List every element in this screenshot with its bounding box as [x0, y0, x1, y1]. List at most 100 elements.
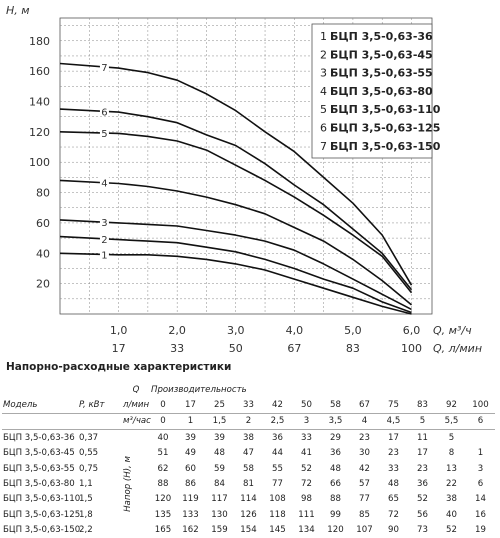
- y-tick-label: 140: [29, 95, 50, 108]
- m3h-value: 4,5: [379, 413, 408, 431]
- table-row: БЦП 3,5-0,63-150 2,2 165 162 159 154 145 134 120…: [2, 523, 500, 538]
- lmin-value: 75: [379, 397, 408, 414]
- head-value: 51: [157, 448, 169, 459]
- curve-1: [59, 252, 412, 315]
- unit-m3h: м³/час: [122, 413, 151, 431]
- head-value: 56: [417, 509, 428, 520]
- y-tick-label: 80: [36, 187, 50, 200]
- m3h-value: 2,5: [263, 413, 292, 431]
- legend-entry: БЦП 3,5-0,63-110: [330, 103, 441, 116]
- x-tick-label-lmin: 33: [170, 342, 184, 355]
- curve-label-1: 1: [101, 250, 107, 261]
- lmin-value: 17: [176, 397, 205, 414]
- table-row: БЦП 3,5-0,63-110 1,5 120 119 117 114 108 98 88 77…: [2, 492, 500, 507]
- head-value: [466, 430, 495, 446]
- legend-number: 4: [320, 85, 327, 98]
- lmin-value: 92: [437, 397, 466, 414]
- head-value: 17: [388, 432, 399, 443]
- head-value: 52: [446, 525, 457, 536]
- table-row: БЦП 3,5-0,63-45 0,55 51 49 48 47 44 41 36 30 23 17 8…: [2, 446, 500, 461]
- power-value: 2,2: [79, 525, 93, 536]
- curve-label-bg: [99, 176, 109, 188]
- m3h-value: 3,5: [321, 413, 350, 431]
- head-label: Напор (H), м: [123, 456, 133, 512]
- head-value: 5: [448, 432, 455, 443]
- y-tick-label: 20: [36, 278, 50, 291]
- head-value: 38: [446, 494, 457, 505]
- legend-number: 1: [320, 30, 327, 43]
- head-value: 23: [388, 448, 399, 459]
- power-value: 0,75: [79, 463, 99, 474]
- head-value: 6: [477, 479, 484, 490]
- q-label: Q: [132, 384, 140, 395]
- model-name: БЦП 3,5-0,63-110: [3, 494, 81, 505]
- y-axis-label: H, м: [6, 4, 30, 17]
- lmin-value: 67: [350, 397, 379, 414]
- head-value: 133: [182, 509, 199, 520]
- head-value: 60: [185, 463, 196, 474]
- chart-legend: 1 БЦП 3,5-0,63-362 БЦП 3,5-0,63-453 БЦП 3,5…: [311, 23, 441, 159]
- head-value: 19: [475, 525, 486, 536]
- power-value: 0,37: [79, 432, 99, 443]
- head-value: 88: [330, 494, 341, 505]
- blank-cell: [2, 382, 78, 397]
- head-value: 40: [446, 509, 457, 520]
- model-name: БЦП 3,5-0,63-45: [3, 448, 75, 459]
- head-value: 120: [154, 494, 172, 505]
- head-value: 119: [182, 494, 199, 505]
- head-value: 33: [388, 463, 399, 474]
- blank-cell: [2, 413, 78, 431]
- curve-2: [59, 235, 412, 314]
- chart-grid: [59, 17, 433, 315]
- power-value: 1,8: [79, 509, 93, 520]
- model-name: БЦП 3,5-0,63-55: [3, 463, 75, 474]
- y-tick-label: 180: [29, 35, 50, 48]
- head-value: 48: [330, 463, 341, 474]
- head-value: 90: [388, 525, 399, 536]
- head-value: 16: [475, 509, 486, 520]
- m3h-value: 6: [466, 413, 495, 431]
- curve-3: [59, 219, 412, 311]
- head-value: 22: [446, 479, 457, 490]
- head-value: 52: [417, 494, 428, 505]
- head-value: 111: [298, 509, 315, 520]
- head-value: 77: [272, 479, 283, 490]
- head-value: 145: [269, 525, 286, 536]
- head-value: 38: [243, 432, 254, 443]
- curve-label-bg: [99, 216, 109, 228]
- head-value: 159: [211, 525, 228, 536]
- y-tick-labels: 20 40 60 80 100 120 140 160 180: [29, 35, 50, 291]
- head-value: 36: [330, 448, 341, 459]
- lmin-value: 0: [150, 397, 176, 414]
- x-tick-label-m3h: 6,0: [403, 324, 421, 337]
- head-value: 134: [298, 525, 315, 536]
- head-value: 40: [157, 432, 169, 443]
- m3h-value: 5: [408, 413, 437, 431]
- x-tick-label-m3h: 1,0: [110, 324, 128, 337]
- x-tick-label-lmin: 67: [287, 342, 301, 355]
- legend-number: 6: [320, 122, 327, 135]
- m3h-value: 1,5: [205, 413, 234, 431]
- lmin-value: 83: [408, 397, 437, 414]
- head-value: 130: [211, 509, 228, 520]
- legend-entry: БЦП 3,5-0,63-45: [330, 48, 433, 61]
- m3h-value: 5,5: [437, 413, 466, 431]
- head-value: 88: [157, 479, 169, 490]
- legend-number: 5: [320, 103, 327, 116]
- unit-lmin: л/мин: [122, 397, 150, 414]
- head-value: 39: [214, 432, 225, 443]
- y-tick-label: 120: [29, 126, 50, 139]
- blank-cell: [78, 413, 122, 431]
- y-tick-label: 100: [29, 156, 50, 169]
- curve-label-bg: [99, 126, 109, 138]
- head-label-cell: Напор (H), м: [122, 430, 150, 538]
- head-value: 23: [417, 463, 428, 474]
- x-tick-label-lmin: 50: [229, 342, 243, 355]
- power-value: 1,5: [79, 494, 93, 505]
- table-row: БЦП 3,5-0,63-125 1,8 135 133 130 126 118 111 99 8…: [2, 507, 500, 522]
- head-value: 81: [243, 479, 254, 490]
- model-header: Модель: [2, 397, 78, 414]
- m3h-value: 3: [292, 413, 321, 431]
- head-value: 1: [477, 448, 484, 459]
